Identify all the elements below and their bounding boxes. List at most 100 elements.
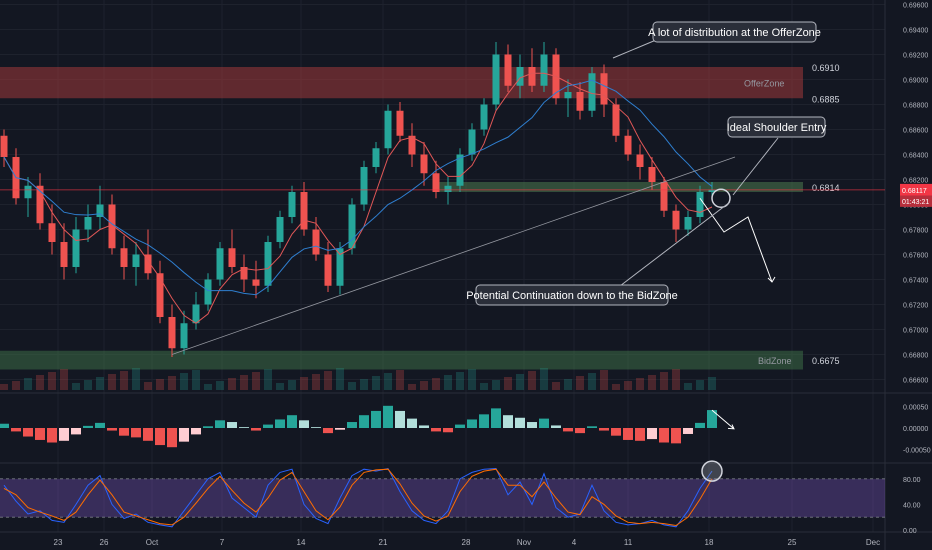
candle-body	[540, 54, 548, 86]
annotation-continuation-text: Potential Continuation down to the BidZo…	[466, 290, 678, 302]
macd-bar	[431, 428, 441, 432]
macd-bar	[191, 428, 201, 435]
volume-bar	[264, 369, 272, 390]
volume-bar	[12, 381, 20, 390]
macd-bar	[695, 422, 705, 428]
candle-body	[204, 279, 212, 305]
macd-tick-label: 0.00050	[903, 405, 928, 412]
macd-bar	[143, 428, 153, 441]
candle-body	[60, 242, 68, 267]
candle-body	[264, 242, 272, 286]
candle-body	[504, 54, 512, 86]
volume-bar	[192, 370, 200, 390]
volume-bar	[444, 375, 452, 390]
candle-body	[564, 92, 572, 99]
zone-name: BidZone	[758, 356, 792, 366]
y-tick-label: 0.67800	[903, 228, 928, 235]
candle-body	[660, 182, 668, 211]
candle-body	[456, 154, 464, 186]
volume-bar	[468, 369, 476, 390]
candle-body	[516, 67, 524, 86]
volume-bar	[504, 377, 512, 390]
annotation-offerzone-text: A lot of distribution at the OfferZone	[648, 27, 821, 39]
trendline	[171, 156, 736, 355]
volume-bars	[0, 368, 716, 390]
macd-bar	[71, 428, 81, 435]
zone-top-label: 0.6910	[812, 63, 840, 73]
volume-bar	[492, 380, 500, 390]
macd-bar	[683, 428, 693, 434]
macd-bar	[251, 428, 261, 431]
candle-body	[432, 173, 440, 192]
macd-bar	[227, 422, 237, 428]
volume-bar	[300, 377, 308, 390]
volume-bar	[336, 368, 344, 390]
zone-level-label: 0.6814	[812, 183, 840, 193]
y-tick-label: 0.67200	[903, 303, 928, 310]
macd-bar	[587, 426, 597, 428]
candle-body	[672, 210, 680, 230]
candle-body	[600, 73, 608, 105]
candles	[0, 42, 716, 357]
volume-bar	[216, 381, 224, 390]
macd-bar	[47, 428, 57, 443]
volume-bar	[660, 372, 668, 390]
macd-bar	[23, 428, 33, 437]
volume-bar	[324, 371, 332, 390]
volume-bar	[168, 376, 176, 390]
candle-body	[612, 104, 620, 136]
zones: OfferZone 0.6910 0.6885 0.6814 BidZone 0.6675	[0, 63, 840, 370]
y-tick-label: 0.68600	[903, 128, 928, 135]
candle-body	[588, 73, 596, 111]
stoch-band	[0, 478, 885, 518]
macd-bar	[167, 428, 177, 448]
candle-body	[132, 254, 140, 267]
candle-body	[24, 185, 32, 199]
macd-bar	[383, 405, 393, 428]
y-tick-label: 0.69400	[903, 28, 928, 35]
axes: 0.69600 0.69400 0.69200 0.69000 0.68800 0.686…	[54, 3, 932, 547]
macd-bar	[407, 418, 417, 428]
annotation-shoulder: Ideal Shoulder Entry	[727, 116, 827, 196]
candle-body	[276, 217, 284, 242]
candle-body	[324, 254, 332, 286]
x-tick-label: 7	[220, 538, 225, 547]
macd-bar	[575, 428, 585, 434]
entry-circle	[711, 188, 731, 208]
candle-body	[216, 248, 224, 280]
macd-bar	[131, 428, 141, 438]
macd-arrow	[711, 409, 735, 430]
candle-body	[396, 110, 404, 136]
macd-bar	[395, 410, 405, 428]
volume-bar	[252, 372, 260, 390]
macd-bar	[287, 415, 297, 428]
zone-rect	[433, 182, 803, 192]
macd-bar	[707, 410, 717, 428]
candle-body	[468, 129, 476, 155]
volume-bar	[456, 372, 464, 390]
candle-body	[492, 54, 500, 105]
macd-tick-label: -0.00050	[903, 447, 931, 454]
stoch-k-line	[3, 467, 713, 528]
macd-bar	[443, 428, 453, 433]
volume-bar	[528, 371, 536, 390]
x-tick-label: 4	[572, 538, 577, 547]
macd-bar	[239, 427, 249, 428]
y-tick-label: 0.67600	[903, 253, 928, 260]
volume-bar	[132, 368, 140, 390]
volume-bar	[348, 382, 356, 390]
macd-bar	[203, 426, 213, 428]
macd-bar	[611, 428, 621, 436]
y-tick-label: 0.68200	[903, 178, 928, 185]
stochastic-pane	[0, 460, 885, 528]
volume-bar	[204, 384, 212, 390]
candle-body	[36, 185, 44, 224]
stoch-tick-label: 0.00	[903, 528, 917, 535]
candle-body	[408, 135, 416, 155]
macd-bar	[659, 428, 669, 443]
candle-body	[252, 279, 260, 286]
candle-body	[312, 229, 320, 255]
candle-body	[156, 273, 164, 317]
x-tick-label: 26	[100, 538, 109, 547]
volume-bar	[36, 375, 44, 390]
